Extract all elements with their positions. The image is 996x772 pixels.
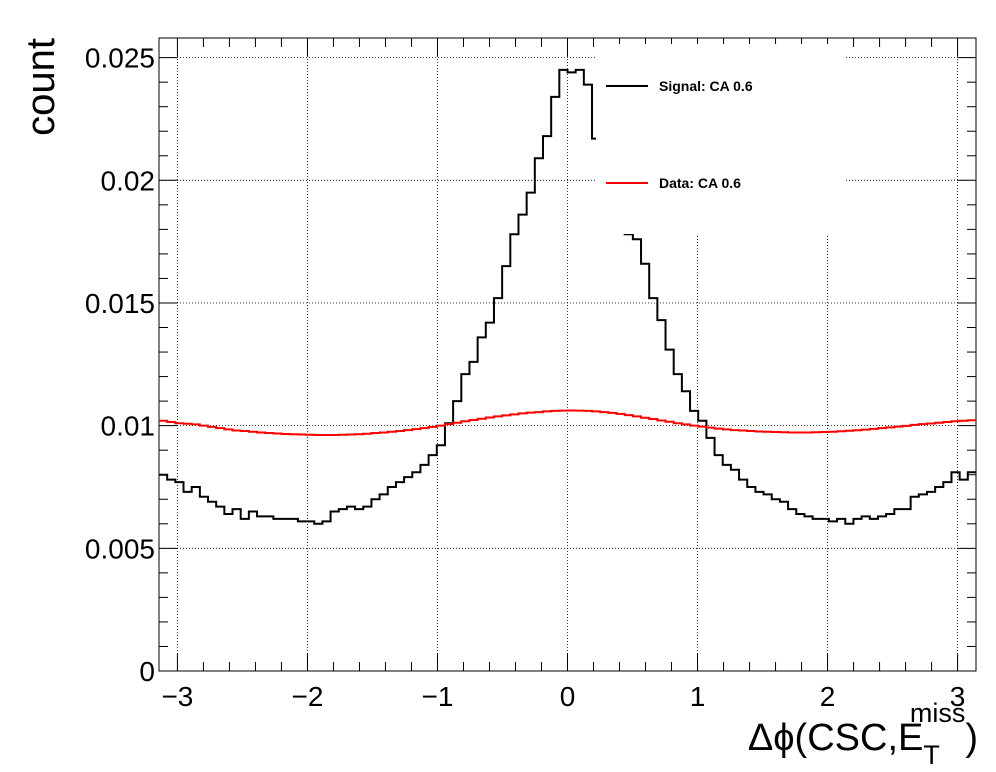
x-tick-label: 1 [690,681,706,712]
y-tick-label: 0 [139,656,155,687]
legend-label-data: Data: CA 0.6 [659,175,741,191]
x-tick-label: 0 [560,681,576,712]
legend: Signal: CA 0.6 Data: CA 0.6 [596,44,846,234]
tick-labels: −3 −2 −1 0 1 2 3 0 0.005 0.01 0.015 0.02 0.025 [85,43,965,712]
legend-box [596,44,846,234]
plot-frame [158,37,977,672]
series-line-0 [159,68,976,525]
x-tick-label: −1 [422,681,454,712]
x-tick-label: 2 [820,681,836,712]
x-tick-label: 3 [950,681,966,712]
y-tick-label: 0.005 [85,533,155,564]
x-tick-label: −2 [291,681,323,712]
x-axis-title: Δϕ(CSC,ETmiss) [748,698,978,770]
legend-label-signal: Signal: CA 0.6 [659,78,753,94]
y-tick-label: 0.015 [85,288,155,319]
y-axis-title: count [19,38,63,136]
series-line-1 [159,409,976,436]
y-tick-label: 0.025 [85,43,155,74]
y-tick-label: 0.01 [101,411,156,442]
y-tick-label: 0.02 [101,165,156,196]
x-tick-label: −3 [161,681,193,712]
series-layer [159,68,976,525]
